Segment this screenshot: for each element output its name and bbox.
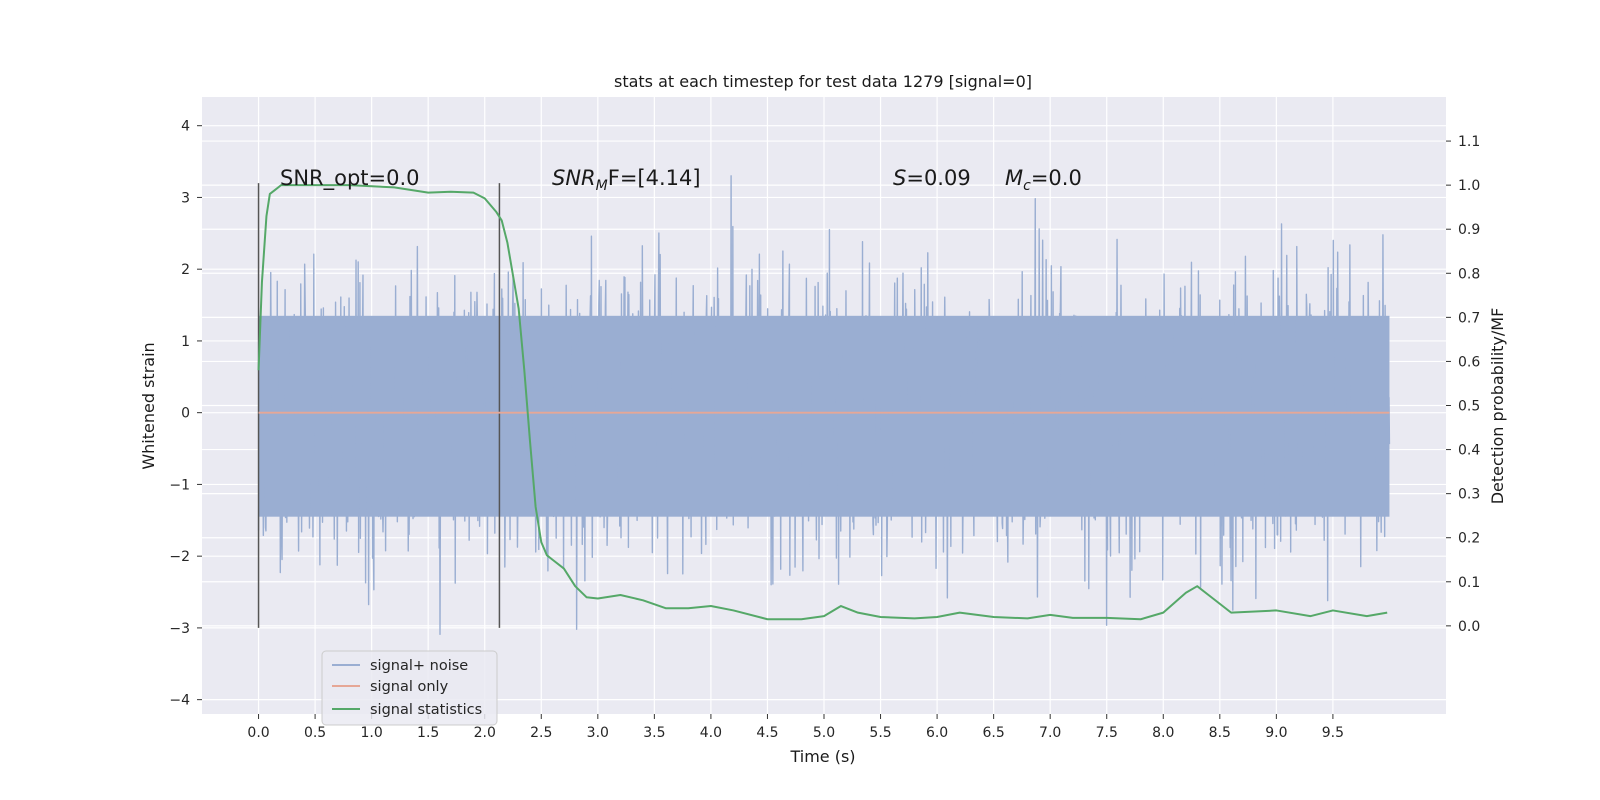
annotation-mc: Mc=0.0 — [1005, 166, 1082, 194]
legend-box — [321, 650, 498, 726]
x-tick-label: 2.5 — [530, 725, 552, 741]
mc-value: =0.0 — [1031, 166, 1082, 190]
y-axis-ticks: 4 3 2 1 0 −1 −2 −3 −4 — [169, 119, 202, 709]
x-tick-label: 0.5 — [304, 725, 326, 741]
y-tick-label: 2 — [181, 262, 190, 278]
y-tick-label: −1 — [169, 477, 190, 493]
x-axis-label: Time (s) — [789, 747, 855, 766]
mc-symbol: M — [1005, 166, 1023, 190]
y2-tick-label: 1.0 — [1458, 178, 1480, 194]
y-tick-label: 4 — [181, 119, 190, 135]
x-tick-label: 4.5 — [756, 725, 778, 741]
x-tick-label: 9.0 — [1265, 725, 1287, 741]
y-tick-label: −3 — [169, 621, 190, 637]
mc-subscript: c — [1023, 178, 1031, 194]
y-tick-label: −4 — [169, 693, 190, 709]
annotation-snr-mf: SNRMF=[4.14] — [552, 166, 701, 194]
series-line-signal-statistics — [257, 184, 1388, 621]
snr-mf-symbol: SNR — [552, 166, 596, 190]
x-tick-label: 3.0 — [587, 725, 609, 741]
legend: signal+ noise signal only signal statist… — [321, 650, 498, 726]
snr-mf-value: F=[4.14] — [608, 166, 701, 190]
x-tick-label: 8.0 — [1152, 725, 1174, 741]
y2-axis-label: Detection probability/MF — [1488, 308, 1507, 505]
y-tick-label: 0 — [181, 406, 190, 422]
series-signal-noise — [257, 175, 1391, 636]
y2-tick-label: 0.7 — [1458, 310, 1480, 326]
legend-label-signal-noise: signal+ noise — [370, 658, 468, 674]
x-tick-label: 5.0 — [813, 725, 835, 741]
x-tick-label: 3.5 — [643, 725, 665, 741]
chart-title: stats at each timestep for test data 127… — [614, 72, 1032, 91]
legend-label-signal-statistics: signal statistics — [370, 702, 482, 718]
y-axis-label: Whitened strain — [139, 342, 158, 469]
y-tick-label: 3 — [181, 190, 190, 206]
y2-tick-label: 0.0 — [1458, 619, 1480, 635]
x-tick-label: 1.5 — [417, 725, 439, 741]
y2-axis-ticks: 1.1 1.0 0.9 0.8 0.7 0.6 0.5 0.4 0.3 0.2 0.1 0.0 — [1446, 134, 1480, 635]
x-tick-label: 2.0 — [474, 725, 496, 741]
annotation-snr-opt: SNR_opt=0.0 — [280, 166, 420, 191]
y2-tick-label: 0.3 — [1458, 487, 1480, 503]
x-tick-label: 8.5 — [1209, 725, 1231, 741]
series-line-signal-noise — [257, 175, 1391, 636]
y-tick-label: 1 — [181, 334, 190, 350]
snr-mf-subscript: M — [596, 178, 608, 194]
y2-tick-label: 0.2 — [1458, 531, 1480, 547]
y2-tick-label: 0.8 — [1458, 266, 1480, 282]
x-tick-label: 5.5 — [869, 725, 891, 741]
x-axis-ticks: 0.0 0.5 1.0 1.5 2.0 2.5 3.0 3.5 4.0 4.5 5.0 5.5 6.0 6… — [247, 714, 1344, 741]
x-tick-label: 1.0 — [361, 725, 383, 741]
y2-tick-label: 1.1 — [1458, 134, 1480, 150]
x-tick-label: 6.0 — [926, 725, 948, 741]
y-tick-label: −2 — [169, 549, 190, 565]
y2-tick-label: 0.9 — [1458, 222, 1480, 238]
x-tick-label: 9.5 — [1322, 725, 1344, 741]
x-tick-label: 7.5 — [1096, 725, 1118, 741]
series-signal-statistics — [257, 184, 1388, 621]
annotation-s: S=0.09 — [893, 166, 971, 190]
y2-tick-label: 0.5 — [1458, 399, 1480, 415]
x-tick-label: 4.0 — [700, 725, 722, 741]
s-symbol: S — [893, 166, 906, 190]
y2-tick-label: 0.6 — [1458, 354, 1480, 370]
legend-label-signal-only: signal only — [370, 679, 449, 695]
s-value: =0.09 — [906, 166, 970, 190]
y2-tick-label: 0.1 — [1458, 575, 1480, 591]
x-tick-label: 7.0 — [1039, 725, 1061, 741]
x-tick-label: 6.5 — [983, 725, 1005, 741]
y2-tick-label: 0.4 — [1458, 443, 1480, 459]
vertical-markers — [257, 183, 501, 628]
x-tick-label: 0.0 — [247, 725, 269, 741]
